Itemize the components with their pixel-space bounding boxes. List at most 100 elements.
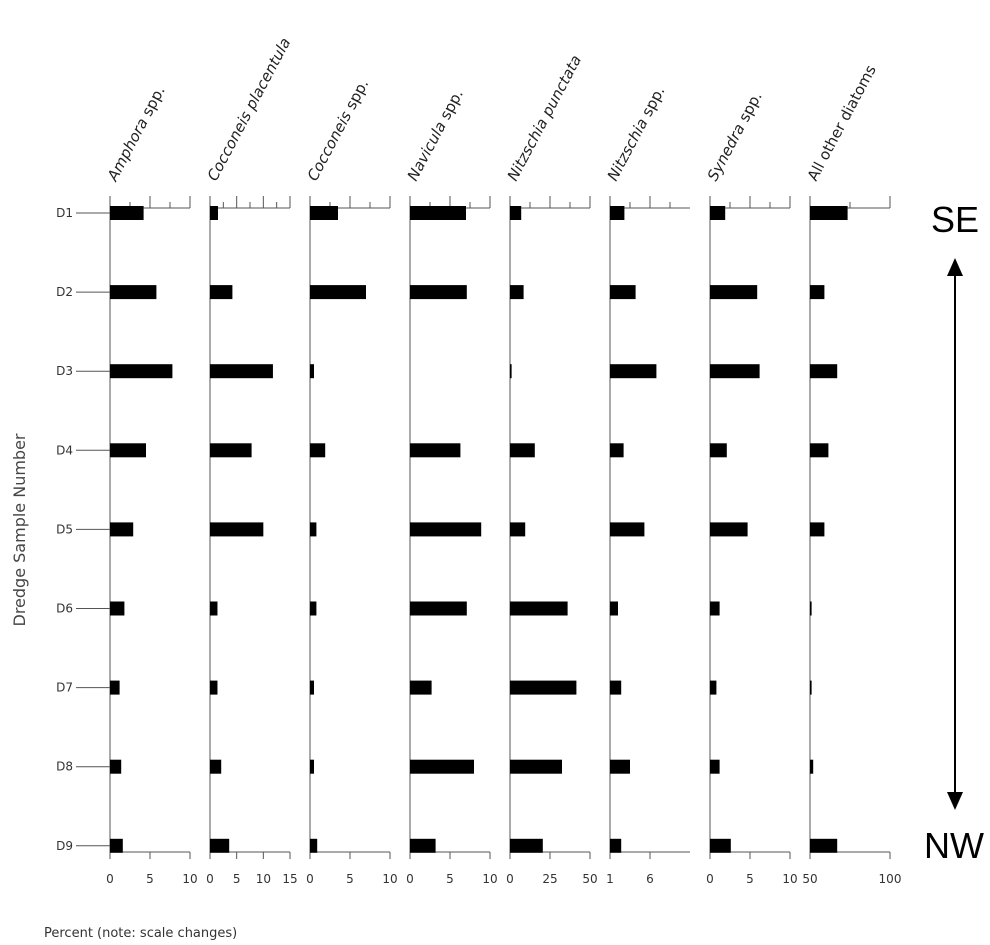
tick-label: 5 <box>446 872 454 886</box>
panel-title-upright: spp. <box>339 76 372 117</box>
bar-cocconeis-placentula-d7 <box>210 680 218 695</box>
bar-all-other-diatoms-d6 <box>810 601 812 616</box>
direction-top-label: SE <box>931 199 979 240</box>
bar-navicula-spp-d1 <box>410 206 466 220</box>
panel-title-italic: Cocconeis placentula <box>204 35 295 184</box>
bar-amphora-spp-d7 <box>110 680 120 695</box>
bar-nitzschia-spp-d7 <box>610 680 622 695</box>
tick-label: 1 <box>606 872 614 886</box>
panel-nitzschia-punctata: 0 25 50 Nitzschia punctata <box>504 52 598 886</box>
bar-navicula-spp-d9 <box>410 838 436 853</box>
panel-cocconeis-spp: 0 5 10 Cocconeis spp. <box>304 76 398 886</box>
bar-amphora-spp-d8 <box>110 759 122 774</box>
direction-indicator: SE NW <box>924 199 984 866</box>
bar-all-other-diatoms-d3 <box>810 364 838 379</box>
bar-nitzschia-punctata-d8 <box>510 759 562 774</box>
tick-label: 5 <box>146 872 154 886</box>
bar-cocconeis-spp-d2 <box>310 285 366 300</box>
panel-all-other-diatoms: 50 100 All other diatoms <box>802 62 901 886</box>
panel-title-all-other-diatoms: All other diatoms <box>804 62 880 184</box>
bar-amphora-spp-d5 <box>110 522 134 537</box>
bar-all-other-diatoms-d2 <box>810 285 825 300</box>
tick-label: 25 <box>542 872 557 886</box>
bar-synedra-spp-d2 <box>710 285 758 300</box>
bar-navicula-spp-d5 <box>410 522 482 537</box>
bar-cocconeis-spp-d7 <box>310 680 314 695</box>
bar-cocconeis-placentula-d4 <box>210 443 252 458</box>
bar-cocconeis-placentula-d8 <box>210 759 222 774</box>
bar-nitzschia-spp-d6 <box>610 601 618 616</box>
bar-cocconeis-spp-d3 <box>310 364 314 379</box>
sample-label-d1: D1 <box>56 206 73 220</box>
bar-cocconeis-placentula-d6 <box>210 601 218 616</box>
tick-label: 0 <box>306 872 314 886</box>
bar-nitzschia-punctata-d1 <box>510 206 522 220</box>
bar-navicula-spp-d2 <box>410 285 467 300</box>
bar-cocconeis-spp-d9 <box>310 838 318 853</box>
panel-title-synedra-spp: Synedra spp. <box>704 89 766 184</box>
panel-title-italic: Cocconeis <box>304 108 356 184</box>
bar-cocconeis-spp-d5 <box>310 522 317 537</box>
bar-amphora-spp-d3 <box>110 364 173 379</box>
bar-amphora-spp-d1 <box>110 206 144 220</box>
bar-cocconeis-placentula-d2 <box>210 285 233 300</box>
panel-title-upright: spp. <box>636 83 669 124</box>
bar-synedra-spp-d6 <box>710 601 720 616</box>
bar-nitzschia-spp-d8 <box>610 759 630 774</box>
panel-title-nitzschia-spp: Nitzschia spp. <box>604 83 669 184</box>
bar-cocconeis-placentula-d5 <box>210 522 264 537</box>
tick-label: 100 <box>879 872 902 886</box>
bar-cocconeis-placentula-d1 <box>210 206 218 220</box>
tick-label: 6 <box>646 872 654 886</box>
panel-title-upright: All other diatoms <box>804 62 880 184</box>
bar-cocconeis-placentula-d3 <box>210 364 273 379</box>
tick-label: 0 <box>506 872 514 886</box>
bar-navicula-spp-d7 <box>410 680 432 695</box>
bar-nitzschia-spp-d3 <box>610 364 657 379</box>
bar-navicula-spp-d4 <box>410 443 461 458</box>
panel-amphora-spp: 0 5 10 Amphora spp. <box>103 83 197 886</box>
bar-nitzschia-punctata-d7 <box>510 680 577 695</box>
bar-nitzschia-punctata-d4 <box>510 443 535 458</box>
bar-nitzschia-spp-d2 <box>610 285 636 300</box>
tick-label: 0 <box>206 872 214 886</box>
direction-bottom-label: NW <box>924 825 984 866</box>
bar-nitzschia-punctata-d9 <box>510 838 543 853</box>
panel-title-italic: Nitzschia <box>604 115 652 184</box>
sample-label-d3: D3 <box>56 364 73 378</box>
bar-synedra-spp-d8 <box>710 759 720 774</box>
tick-label: 10 <box>182 872 197 886</box>
bar-nitzschia-spp-d4 <box>610 443 624 458</box>
bar-cocconeis-spp-d6 <box>310 601 317 616</box>
bar-amphora-spp-d9 <box>110 838 123 853</box>
bar-all-other-diatoms-d8 <box>810 759 814 774</box>
panel-title-upright: spp. <box>434 86 467 127</box>
y-axis-label: Dredge Sample Number <box>10 433 29 626</box>
panel-title-cocconeis-placentula: Cocconeis placentula <box>204 35 295 184</box>
bar-cocconeis-spp-d4 <box>310 443 326 458</box>
sample-label-d2: D2 <box>56 285 73 299</box>
bar-all-other-diatoms-d9 <box>810 838 838 853</box>
tick-label: 0 <box>106 872 114 886</box>
bar-navicula-spp-d8 <box>410 759 474 774</box>
tick-label: 10 <box>382 872 397 886</box>
tick-label: 50 <box>582 872 597 886</box>
panel-cocconeis-placentula: 0 5 10 15 Cocconeis placentula <box>204 35 298 886</box>
bar-nitzschia-punctata-d3 <box>510 364 512 379</box>
panel-title-italic: Nitzschia punctata <box>504 52 586 184</box>
panel-title-italic: Navicula <box>404 118 450 183</box>
tick-label: 5 <box>233 872 241 886</box>
bar-nitzschia-punctata-d5 <box>510 522 526 537</box>
bar-nitzschia-punctata-d2 <box>510 285 524 300</box>
bar-all-other-diatoms-d1 <box>810 206 848 220</box>
tick-label: 0 <box>406 872 414 886</box>
panel-title-upright: spp. <box>136 83 169 124</box>
sample-label-d8: D8 <box>56 760 73 774</box>
bar-all-other-diatoms-d4 <box>810 443 829 458</box>
sample-label-d9: D9 <box>56 839 73 853</box>
bar-amphora-spp-d2 <box>110 285 157 300</box>
bar-nitzschia-punctata-d6 <box>510 601 568 616</box>
sample-labels: D1 D2 D3 D4 D5 D6 D7 D8 D9 <box>56 206 110 853</box>
panel-title-nitzschia-punctata: Nitzschia punctata <box>504 52 586 184</box>
